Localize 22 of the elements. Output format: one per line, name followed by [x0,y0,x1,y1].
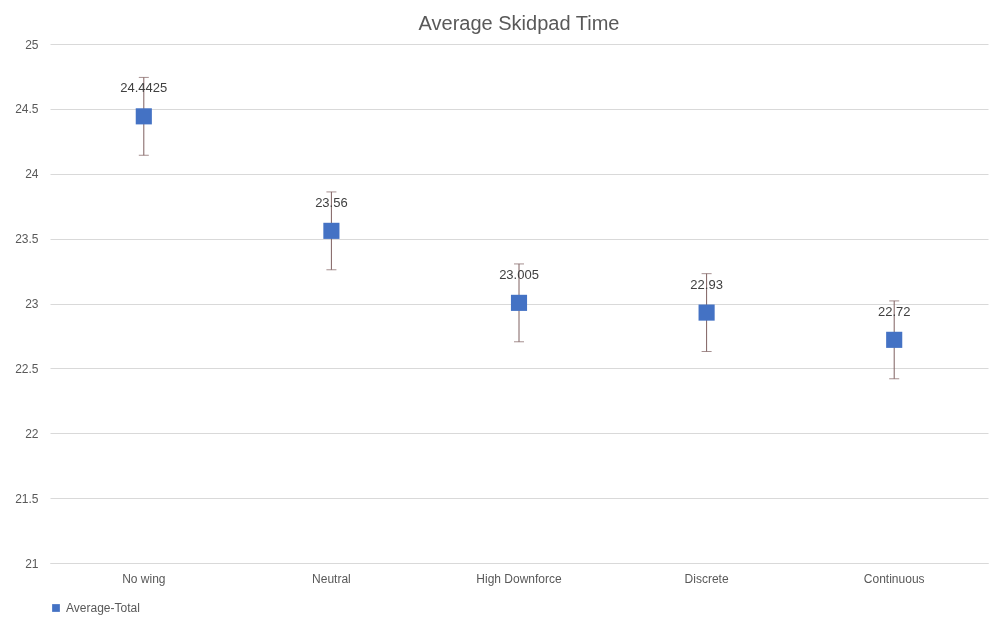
legend-label: Average-Total [66,601,140,615]
point [135,108,152,125]
y-tick-label: 21.5 [15,491,39,506]
point [698,304,715,321]
point [886,331,903,348]
x-tick-label: Neutral [312,571,351,586]
y-tick-label: 21 [25,556,39,571]
x-tick-label: Discrete [684,571,729,586]
point [323,222,340,239]
y-tick-label: 23.5 [15,232,39,247]
data-label: 23.005 [499,266,539,282]
y-tick-label: 22 [25,426,39,441]
x-tick-label: No wing [122,571,166,586]
y-tick-label: 23 [25,297,39,311]
y-tick-label: 24 [25,167,39,182]
y-tick-label: 24.5 [15,102,39,117]
point [510,294,528,311]
y-tick-label: 25 [25,37,39,52]
x-tick-label: High Downforce [476,571,563,586]
x-tick-label: Continuous [863,571,925,586]
chart-title: Average Skidpad Time [418,12,620,34]
y-tick-label: 22.5 [15,361,39,376]
